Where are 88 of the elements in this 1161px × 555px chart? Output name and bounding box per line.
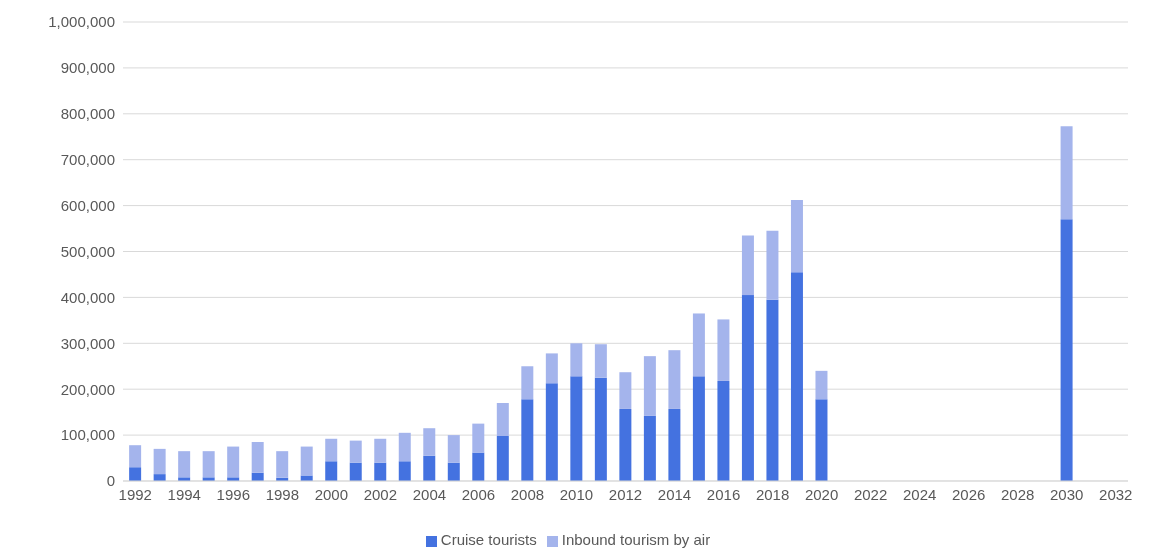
bar: [423, 455, 436, 481]
bar: [496, 402, 509, 437]
y-tick-label: 900,000: [60, 59, 115, 77]
x-tick-label: 2028: [1001, 485, 1035, 503]
bar: [276, 451, 289, 478]
x-tick-label: 2022: [853, 485, 888, 503]
y-tick-label: 500,000: [60, 242, 115, 260]
x-tick-label: 2006: [461, 485, 496, 503]
bar: [153, 448, 166, 475]
bar: [1060, 126, 1073, 220]
bar: [129, 445, 142, 468]
bar: [325, 461, 338, 481]
bar: [521, 399, 534, 481]
x-tick-label: 1998: [265, 485, 300, 503]
y-tick-label: 700,000: [60, 151, 115, 169]
bar: [472, 423, 485, 453]
bar: [619, 372, 632, 409]
bar: [178, 451, 191, 478]
bar: [668, 350, 681, 409]
bar: [594, 344, 607, 378]
bar: [643, 415, 656, 481]
bar: [545, 383, 558, 481]
legend-label: Cruise tourists: [440, 531, 537, 548]
y-tick-label: 600,000: [60, 196, 115, 214]
bar: [790, 272, 803, 481]
bar: [1060, 219, 1073, 481]
bar: [447, 462, 460, 481]
bar: [423, 428, 436, 456]
bar: [766, 299, 779, 481]
bar: [398, 432, 411, 462]
x-tick-label: 1992: [118, 485, 152, 503]
bar: [227, 446, 240, 478]
x-tick-label: 2000: [314, 485, 349, 503]
y-tick-label: 100,000: [60, 426, 115, 444]
bar: [447, 435, 460, 463]
bar: [766, 230, 779, 300]
bar: [741, 235, 754, 296]
y-tick-label: 800,000: [60, 105, 115, 123]
bar: [594, 377, 607, 481]
bar: [374, 438, 387, 463]
bar: [300, 446, 313, 476]
x-tick-label: 1996: [216, 485, 250, 503]
bar: [692, 313, 705, 377]
x-tick-label: 1994: [167, 485, 201, 503]
bar: [717, 380, 730, 481]
bar: [398, 461, 411, 481]
bar: [129, 467, 142, 481]
x-tick-label: 2032: [1099, 485, 1133, 503]
bar: [251, 441, 264, 473]
bar: [815, 399, 828, 481]
bar: [668, 408, 681, 481]
x-tick-label: 2026: [951, 485, 986, 503]
x-tick-label: 2010: [559, 485, 594, 503]
x-tick-label: 2014: [657, 485, 692, 503]
x-tick-label: 2020: [804, 485, 839, 503]
legend-label: Inbound tourism by air: [561, 531, 711, 548]
bar: [545, 353, 558, 384]
bar: [717, 319, 730, 381]
x-tick-label: 2012: [608, 485, 643, 503]
bar: [374, 462, 387, 481]
bar: [815, 370, 828, 400]
x-tick-label: 2002: [363, 485, 398, 503]
bar: [570, 376, 583, 481]
bar: [790, 200, 803, 273]
x-tick-label: 2024: [902, 485, 937, 503]
y-tick-label: 400,000: [60, 288, 115, 306]
bar: [325, 438, 338, 462]
bar: [741, 295, 754, 481]
bar: [521, 366, 534, 400]
bar: [619, 408, 632, 481]
bar: [472, 452, 485, 481]
x-tick-label: 2004: [412, 485, 447, 503]
bar: [349, 462, 362, 481]
bar: [300, 475, 313, 481]
y-tick-label: 1,000,000: [48, 13, 115, 31]
x-tick-label: 2018: [755, 485, 790, 503]
x-tick-label: 2016: [706, 485, 741, 503]
bar: [643, 356, 656, 416]
y-tick-label: 0: [106, 472, 115, 490]
y-tick-label: 300,000: [60, 334, 115, 352]
bar: [496, 436, 509, 481]
bar: [349, 440, 362, 463]
bar: [202, 451, 215, 478]
x-tick-label: 2030: [1050, 485, 1084, 503]
bar: [570, 343, 583, 377]
y-tick-label: 200,000: [60, 380, 115, 398]
x-tick-label: 2008: [510, 485, 545, 503]
bar: [692, 376, 705, 481]
